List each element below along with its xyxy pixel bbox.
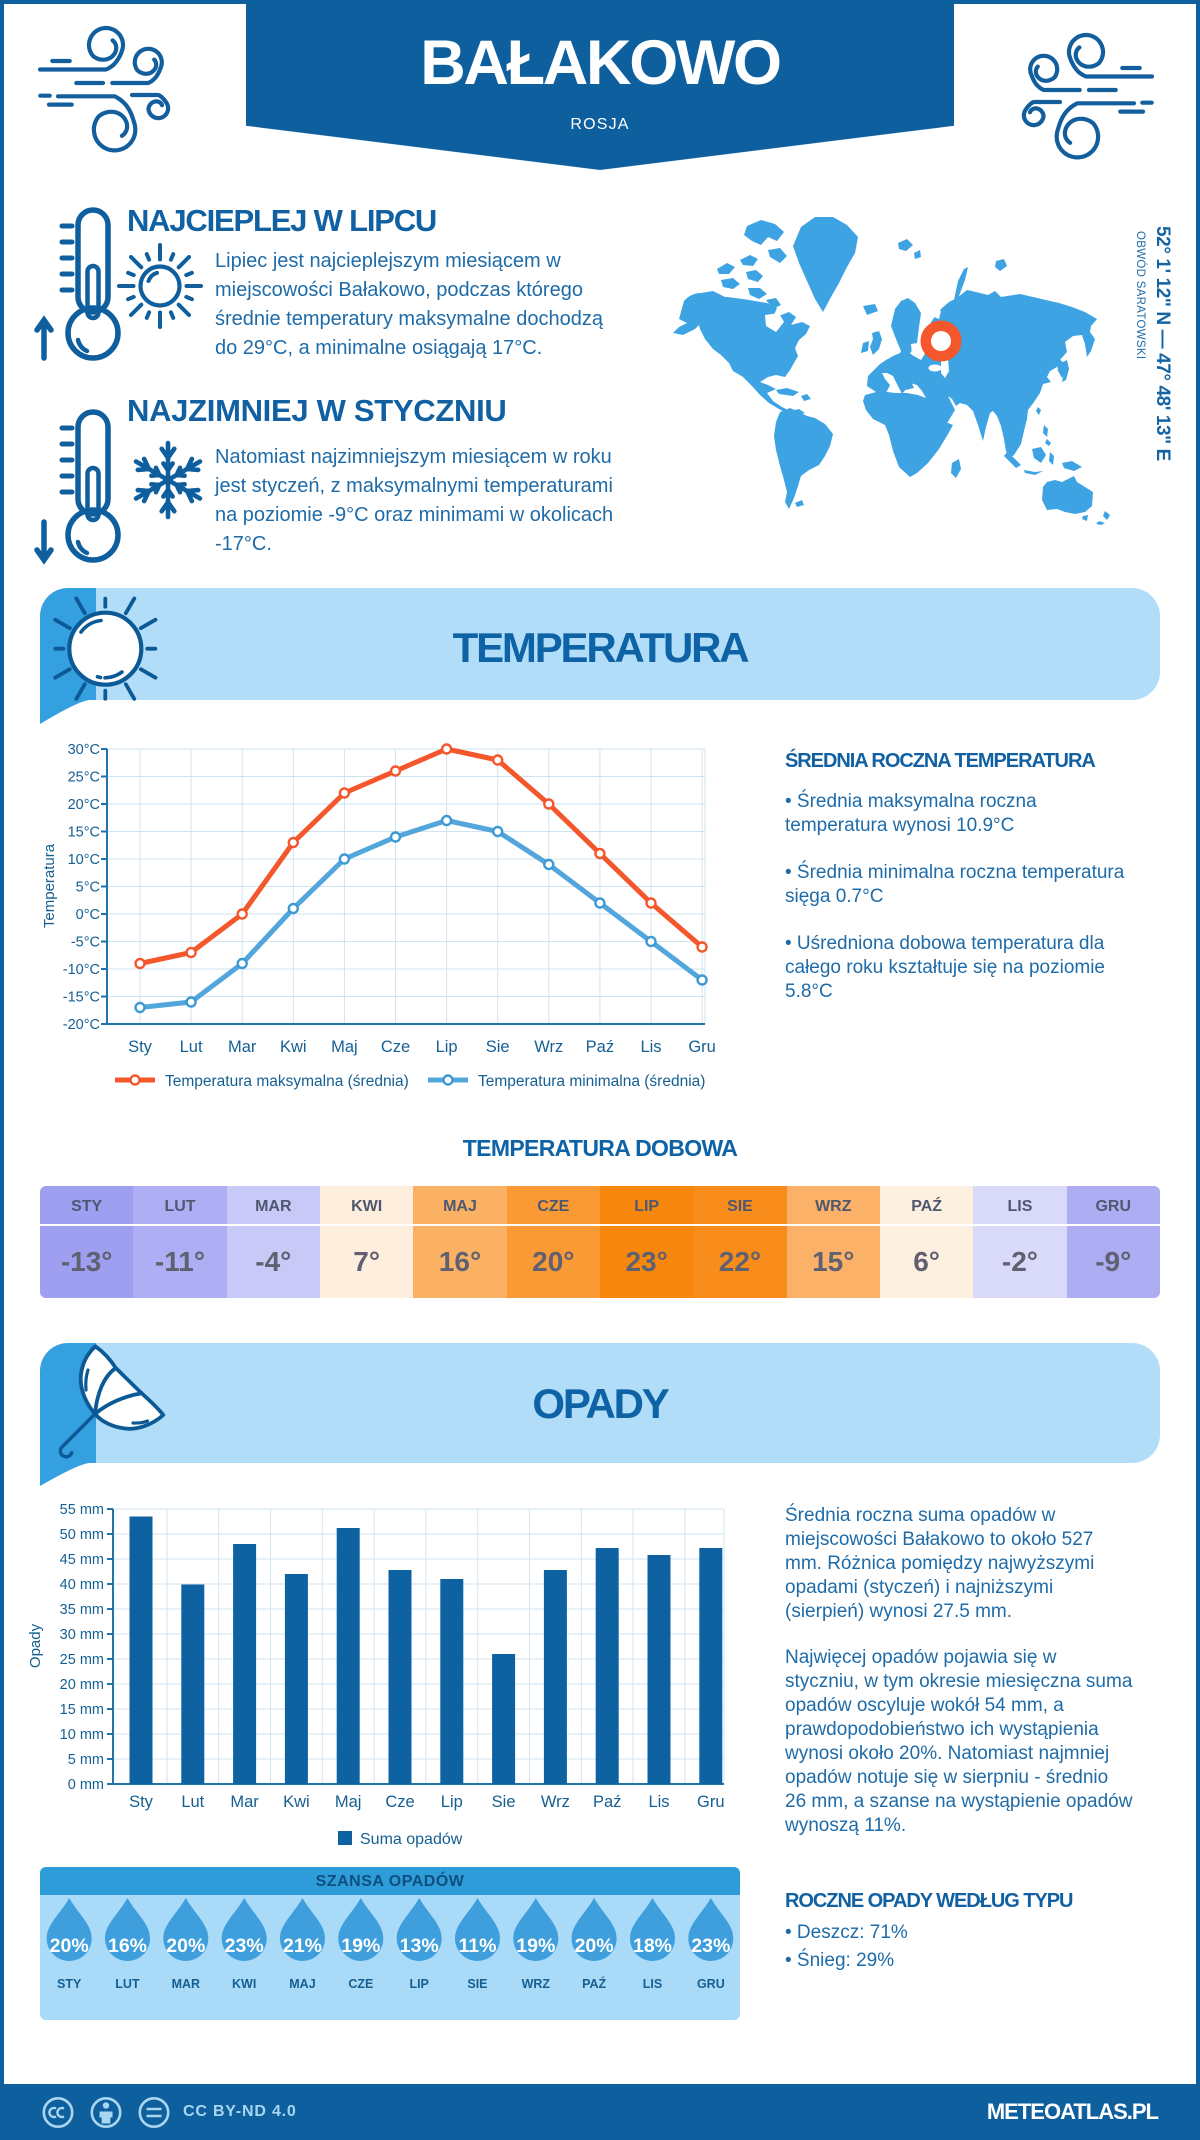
svg-text:Wrz: Wrz bbox=[534, 1038, 563, 1056]
svg-text:-10°C: -10°C bbox=[63, 962, 100, 978]
svg-text:21%: 21% bbox=[283, 1935, 322, 1957]
svg-text:10 mm: 10 mm bbox=[60, 1727, 104, 1743]
svg-text:Kwi: Kwi bbox=[280, 1038, 307, 1056]
svg-text:Cze: Cze bbox=[385, 1793, 414, 1811]
svg-text:Suma opadów: Suma opadów bbox=[360, 1831, 463, 1848]
svg-text:23%: 23% bbox=[691, 1935, 730, 1957]
svg-text:Gru: Gru bbox=[697, 1793, 725, 1811]
svg-text:45 mm: 45 mm bbox=[60, 1552, 104, 1568]
svg-text:Sie: Sie bbox=[492, 1793, 516, 1811]
svg-text:Maj: Maj bbox=[335, 1793, 362, 1811]
svg-text:Lis: Lis bbox=[648, 1793, 669, 1811]
svg-text:19%: 19% bbox=[516, 1935, 555, 1957]
svg-text:20 mm: 20 mm bbox=[60, 1677, 104, 1693]
svg-text:Mar: Mar bbox=[228, 1038, 257, 1056]
svg-text:35 mm: 35 mm bbox=[60, 1602, 104, 1618]
svg-text:15 mm: 15 mm bbox=[60, 1702, 104, 1718]
svg-text:Sty: Sty bbox=[128, 1038, 153, 1056]
svg-text:25°C: 25°C bbox=[68, 770, 100, 786]
svg-text:30°C: 30°C bbox=[68, 742, 100, 758]
svg-text:Sie: Sie bbox=[486, 1038, 510, 1056]
svg-text:Temperatura: Temperatura bbox=[41, 843, 58, 928]
svg-text:40 mm: 40 mm bbox=[60, 1577, 104, 1593]
svg-text:11%: 11% bbox=[459, 1935, 497, 1957]
svg-text:-20°C: -20°C bbox=[63, 1017, 100, 1033]
svg-text:Kwi: Kwi bbox=[283, 1793, 310, 1811]
svg-text:10°C: 10°C bbox=[68, 852, 100, 868]
svg-text:13%: 13% bbox=[400, 1935, 439, 1957]
svg-text:Mar: Mar bbox=[230, 1793, 259, 1811]
svg-text:0°C: 0°C bbox=[76, 907, 100, 923]
svg-text:55 mm: 55 mm bbox=[60, 1502, 104, 1518]
svg-text:20%: 20% bbox=[166, 1935, 205, 1957]
svg-text:Gru: Gru bbox=[688, 1038, 716, 1056]
svg-text:Lut: Lut bbox=[180, 1038, 203, 1056]
svg-text:18%: 18% bbox=[633, 1935, 672, 1957]
svg-text:19%: 19% bbox=[341, 1935, 380, 1957]
svg-text:16%: 16% bbox=[108, 1935, 147, 1957]
svg-text:Paź: Paź bbox=[593, 1793, 621, 1811]
svg-text:Opady: Opady bbox=[27, 1623, 44, 1668]
svg-text:Lip: Lip bbox=[441, 1793, 463, 1811]
svg-text:25 mm: 25 mm bbox=[60, 1652, 104, 1668]
svg-text:Lip: Lip bbox=[436, 1038, 458, 1056]
svg-text:Wrz: Wrz bbox=[541, 1793, 570, 1811]
svg-text:Lut: Lut bbox=[181, 1793, 204, 1811]
svg-text:5 mm: 5 mm bbox=[68, 1752, 104, 1768]
svg-text:Temperatura minimalna (średnia: Temperatura minimalna (średnia) bbox=[478, 1073, 705, 1090]
svg-text:15°C: 15°C bbox=[68, 825, 100, 841]
svg-text:-15°C: -15°C bbox=[63, 990, 100, 1006]
svg-text:0 mm: 0 mm bbox=[68, 1777, 104, 1793]
svg-text:Maj: Maj bbox=[331, 1038, 358, 1056]
svg-text:50 mm: 50 mm bbox=[60, 1527, 104, 1543]
svg-text:Sty: Sty bbox=[129, 1793, 154, 1811]
svg-text:20%: 20% bbox=[50, 1935, 89, 1957]
svg-text:-5°C: -5°C bbox=[71, 935, 100, 951]
svg-text:Cze: Cze bbox=[381, 1038, 410, 1056]
svg-text:20°C: 20°C bbox=[68, 797, 100, 813]
svg-text:Temperatura maksymalna (średni: Temperatura maksymalna (średnia) bbox=[165, 1073, 409, 1090]
svg-text:23%: 23% bbox=[225, 1935, 264, 1957]
svg-text:Paź: Paź bbox=[586, 1038, 614, 1056]
svg-text:Lis: Lis bbox=[640, 1038, 661, 1056]
svg-text:5°C: 5°C bbox=[76, 880, 100, 896]
svg-text:30 mm: 30 mm bbox=[60, 1627, 104, 1643]
svg-text:20%: 20% bbox=[575, 1935, 614, 1957]
